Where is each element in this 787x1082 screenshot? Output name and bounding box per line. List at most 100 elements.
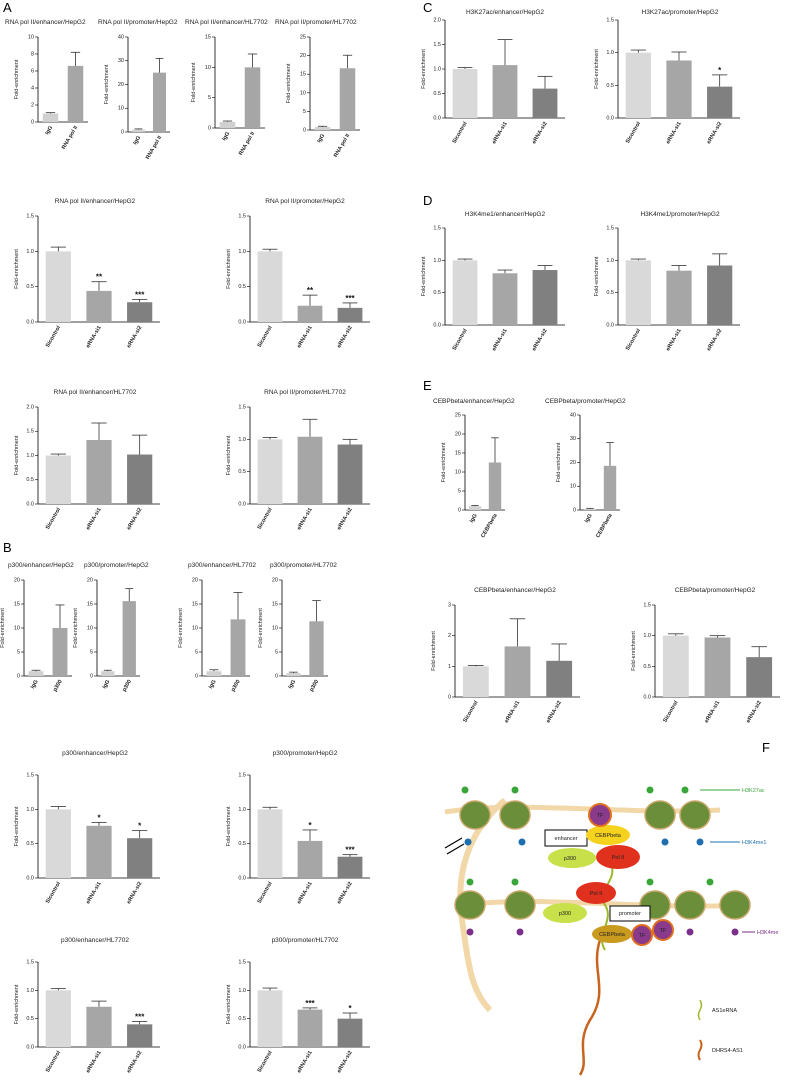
error-bar bbox=[262, 248, 278, 252]
nucleosome bbox=[674, 890, 706, 920]
bar bbox=[257, 439, 283, 504]
error-bar bbox=[712, 74, 728, 87]
y-tick-label: 15 bbox=[87, 601, 93, 607]
bar bbox=[122, 601, 136, 676]
panel-label: A bbox=[3, 0, 12, 15]
y-tick-label: 30 bbox=[570, 436, 576, 442]
bar bbox=[67, 65, 84, 122]
y-tick-label: 20 bbox=[192, 577, 198, 583]
y-tick-label: 0 bbox=[17, 673, 20, 679]
bar bbox=[492, 273, 518, 325]
x-tick-label: p300 bbox=[309, 679, 320, 693]
x-tick-label: p300 bbox=[52, 679, 63, 693]
y-tick-label: 2 bbox=[448, 633, 451, 639]
h3k27ac-mark bbox=[511, 786, 519, 794]
chart: p300/enhancer/HepG2 0 5 10 15 20 Fold-enrichme… bbox=[0, 562, 74, 693]
x-tick-label: IgG bbox=[469, 513, 479, 524]
bar bbox=[42, 113, 59, 122]
panel-label: F bbox=[762, 740, 770, 755]
y-tick-label: 0 bbox=[573, 507, 576, 513]
error-bar bbox=[262, 436, 278, 440]
chart-title: p300/enhancer/HepG2 bbox=[8, 562, 74, 569]
diagram-label: promoter bbox=[619, 911, 641, 917]
bar bbox=[532, 88, 558, 118]
bar bbox=[286, 673, 301, 676]
y-tick-label: 0.5 bbox=[238, 469, 246, 475]
h3k4me1-mark bbox=[696, 838, 704, 846]
y-tick-label: 1.5 bbox=[26, 959, 34, 965]
y-tick-label: 15 bbox=[205, 34, 211, 40]
error-bar bbox=[233, 592, 243, 620]
y-tick-label: 0.0 bbox=[238, 875, 246, 881]
bar bbox=[625, 52, 651, 118]
chart-title: p300/enhancer/HL7702 bbox=[61, 937, 129, 944]
error-bar bbox=[509, 618, 526, 647]
y-tick-label: 0 bbox=[448, 694, 451, 700]
tf bbox=[588, 803, 612, 827]
bar bbox=[206, 671, 222, 676]
diagram-label: p300 bbox=[559, 911, 571, 917]
y-axis-label: Fold-enrichment bbox=[631, 631, 637, 671]
error-bar bbox=[70, 51, 81, 66]
error-bar bbox=[342, 854, 358, 857]
chart-title: H3K27ac/enhancer/HepG2 bbox=[466, 9, 544, 16]
y-tick-label: 0 bbox=[121, 129, 124, 135]
error-bar bbox=[712, 253, 728, 266]
y-tick-label: 15 bbox=[272, 601, 278, 607]
y-tick-label: 1.0 bbox=[643, 633, 651, 639]
y-tick-label: 1.0 bbox=[26, 988, 34, 994]
y-tick-label: 2.0 bbox=[26, 404, 34, 410]
pol-ii bbox=[596, 845, 640, 869]
y-tick-label: 1.5 bbox=[238, 959, 246, 965]
chart-title: RNA pol II/promoter/HepG2 bbox=[98, 19, 178, 26]
nucleosome bbox=[499, 800, 531, 830]
chart-title: RNA pol II/enhancer/HL7702 bbox=[54, 389, 137, 396]
error-bar bbox=[91, 1000, 107, 1007]
chart: H3K27ac/enhancer/HepG2 0.0 0.5 1.0 1.5 2.0 Fol… bbox=[421, 9, 565, 145]
panel-label: C bbox=[423, 0, 432, 15]
error-bar bbox=[132, 830, 148, 839]
y-tick-label: 0.0 bbox=[643, 694, 651, 700]
bar bbox=[297, 436, 323, 504]
y-axis-label: Fold-enrichment bbox=[226, 806, 232, 846]
error-bar bbox=[471, 505, 479, 507]
bar bbox=[314, 127, 331, 130]
y-tick-label: 40 bbox=[570, 412, 576, 418]
significance: * bbox=[97, 813, 101, 822]
y-tick-label: 1.0 bbox=[238, 249, 246, 255]
error-bar bbox=[132, 298, 148, 303]
y-tick-label: 0 bbox=[458, 507, 461, 513]
y-tick-label: 0.0 bbox=[238, 319, 246, 325]
y-axis-label: Fold-enrichment bbox=[421, 256, 427, 296]
bar bbox=[297, 840, 323, 878]
x-tick-label: IgG bbox=[30, 679, 40, 690]
chart-title: CEBPbeta/promoter/HepG2 bbox=[545, 398, 626, 405]
chart: p300/promoter/HepG2 0 5 10 15 20 Fold-enrichme… bbox=[73, 562, 149, 693]
chart-title: RNA pol II/enhancer/HepG2 bbox=[55, 198, 136, 205]
bar bbox=[86, 1006, 112, 1047]
y-tick-label: 10 bbox=[272, 625, 278, 631]
bar bbox=[127, 302, 153, 322]
error-bar bbox=[497, 39, 513, 66]
bar bbox=[662, 635, 689, 697]
y-tick-label: 1.5 bbox=[606, 17, 614, 23]
y-tick-label: 0.0 bbox=[26, 1044, 34, 1050]
y-tick-label: 0.5 bbox=[26, 477, 34, 483]
cebpbeta bbox=[592, 925, 632, 943]
error-bar bbox=[671, 51, 687, 61]
x-tick-label: IgG bbox=[584, 513, 594, 524]
bar bbox=[127, 838, 153, 878]
y-tick-label: 15 bbox=[14, 601, 20, 607]
y-tick-label: 0.0 bbox=[26, 501, 34, 507]
bar bbox=[152, 72, 167, 132]
enhancer-box bbox=[544, 829, 588, 847]
y-tick-label: 10 bbox=[300, 90, 306, 96]
y-tick-label: 1.5 bbox=[238, 404, 246, 410]
bar bbox=[230, 619, 246, 676]
bar bbox=[86, 439, 112, 504]
panel-label: E bbox=[423, 378, 432, 393]
y-tick-label: 0 bbox=[208, 125, 211, 131]
error-bar bbox=[342, 438, 358, 445]
error-bar bbox=[630, 258, 646, 261]
